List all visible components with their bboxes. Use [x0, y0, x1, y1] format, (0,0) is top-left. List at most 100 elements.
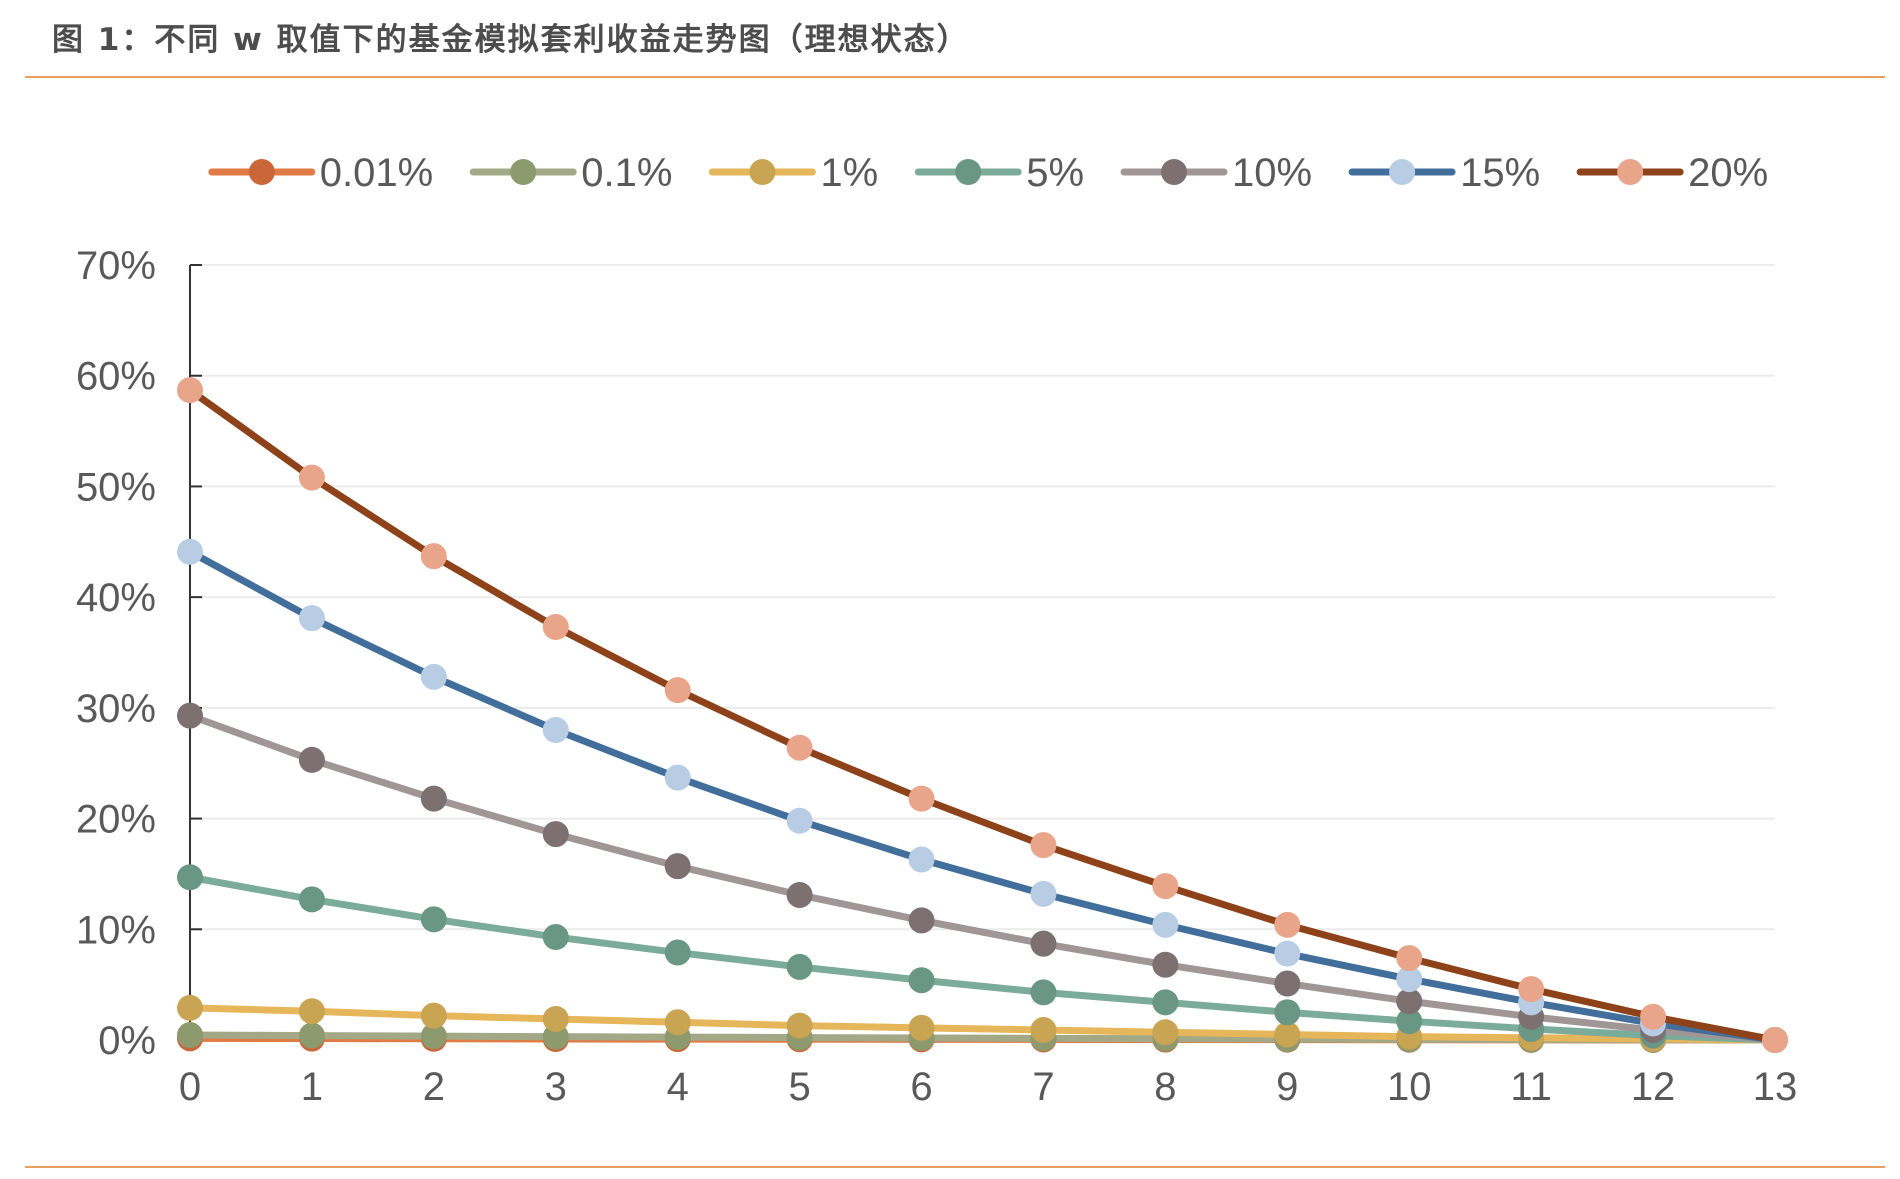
legend-label: 0.1%	[581, 151, 672, 195]
legend: 0.01% 0.1% 1% 5% 10% 15% 20%	[208, 151, 1768, 195]
data-point	[786, 953, 813, 980]
y-tick-label: 10%	[76, 908, 156, 952]
legend-label: 1%	[820, 151, 878, 195]
data-point	[1396, 966, 1423, 993]
data-point	[177, 538, 203, 565]
data-point	[1518, 976, 1545, 1003]
data-point	[177, 864, 203, 891]
data-point	[1640, 1003, 1667, 1030]
data-point	[420, 663, 447, 690]
legend-item-10%: 10%	[1120, 151, 1312, 195]
data-point	[1274, 911, 1301, 938]
data-point	[664, 853, 691, 880]
series-lines	[177, 377, 1788, 1053]
series-15%	[177, 538, 1788, 1053]
data-point	[298, 998, 325, 1025]
data-point	[1274, 970, 1301, 997]
x-tick-label: 2	[423, 1065, 445, 1109]
x-tick-label: 6	[910, 1065, 932, 1109]
data-point	[1152, 951, 1179, 978]
legend-label: 15%	[1460, 151, 1540, 195]
data-point	[177, 994, 203, 1021]
x-tick-label: 4	[667, 1065, 689, 1109]
data-point	[1030, 1017, 1057, 1044]
data-point	[1396, 945, 1423, 972]
legend-swatch-marker	[510, 159, 537, 185]
data-point	[1030, 930, 1057, 957]
data-point	[664, 1009, 691, 1036]
data-point	[908, 785, 935, 812]
data-point	[1152, 873, 1179, 900]
data-point	[420, 785, 447, 812]
y-tick-label: 40%	[76, 576, 156, 620]
data-point	[298, 886, 325, 913]
legend-label: 5%	[1026, 151, 1084, 195]
data-point	[1396, 1008, 1423, 1035]
figure-title: 图 1：不同 w 取值下的基金模拟套利收益走势图（理想状态）	[52, 22, 970, 58]
legend-label: 10%	[1232, 151, 1312, 195]
x-tick-label: 12	[1631, 1065, 1676, 1109]
legend-label: 0.01%	[320, 151, 433, 195]
y-tick-label: 60%	[76, 355, 156, 399]
data-point	[542, 821, 569, 848]
legend-item-0.01%: 0.01%	[208, 151, 433, 195]
data-point	[1152, 1019, 1179, 1046]
axes: 0%10%20%30%40%50%60%70%0 1 2 3 4 5 6 7 8 9 10 11 12 1…	[76, 244, 1797, 1109]
x-tick-label: 13	[1753, 1065, 1798, 1109]
legend-swatch-marker	[749, 159, 776, 185]
legend-label: 20%	[1688, 151, 1768, 195]
y-tick-label: 50%	[76, 465, 156, 509]
legend-swatch-marker	[1161, 159, 1188, 185]
data-point	[298, 746, 325, 773]
gridlines	[190, 264, 1775, 931]
x-tick-label: 11	[1510, 1065, 1552, 1109]
data-point	[786, 807, 813, 834]
data-point	[1030, 880, 1057, 907]
legend-swatch-marker	[248, 159, 275, 185]
data-point	[298, 1022, 325, 1049]
data-point	[542, 614, 569, 641]
data-point	[1152, 989, 1179, 1016]
data-point	[1762, 1027, 1788, 1053]
y-tick-label: 30%	[76, 687, 156, 731]
legend-item-15%: 15%	[1348, 151, 1540, 195]
x-tick-label: 9	[1276, 1065, 1298, 1109]
data-point	[786, 881, 813, 908]
data-point	[908, 846, 935, 873]
x-tick-label: 3	[545, 1065, 567, 1109]
data-point	[420, 1023, 447, 1050]
series-line	[186, 1004, 1779, 1044]
data-point	[420, 543, 447, 570]
data-point	[664, 677, 691, 704]
x-tick-label: 7	[1032, 1065, 1054, 1109]
legend-item-1%: 1%	[708, 151, 878, 195]
data-point	[908, 1014, 935, 1041]
data-point	[542, 924, 569, 951]
footer-divider	[25, 1166, 1885, 1168]
data-point	[1030, 979, 1057, 1006]
data-point	[177, 702, 203, 729]
data-point	[177, 377, 203, 404]
data-point	[786, 734, 813, 761]
data-point	[420, 1002, 447, 1029]
x-tick-label: 5	[788, 1065, 810, 1109]
data-point	[177, 1022, 203, 1049]
series-line	[186, 548, 1779, 1044]
data-point	[908, 967, 935, 994]
x-tick-label: 0	[179, 1065, 201, 1109]
series-5%	[177, 864, 1788, 1053]
data-point	[664, 939, 691, 966]
legend-swatch-marker	[1389, 159, 1416, 185]
data-point	[298, 464, 325, 491]
data-point	[1152, 911, 1179, 938]
series-20%	[177, 377, 1788, 1053]
y-tick-label: 70%	[76, 244, 156, 288]
x-tick-label: 10	[1387, 1065, 1432, 1109]
y-tick-label: 0%	[98, 1019, 156, 1063]
legend-item-0.1%: 0.1%	[469, 151, 672, 195]
x-tick-label: 8	[1154, 1065, 1176, 1109]
data-point	[1274, 940, 1301, 967]
legend-item-5%: 5%	[914, 151, 1084, 195]
legend-swatch-marker	[1617, 159, 1644, 185]
